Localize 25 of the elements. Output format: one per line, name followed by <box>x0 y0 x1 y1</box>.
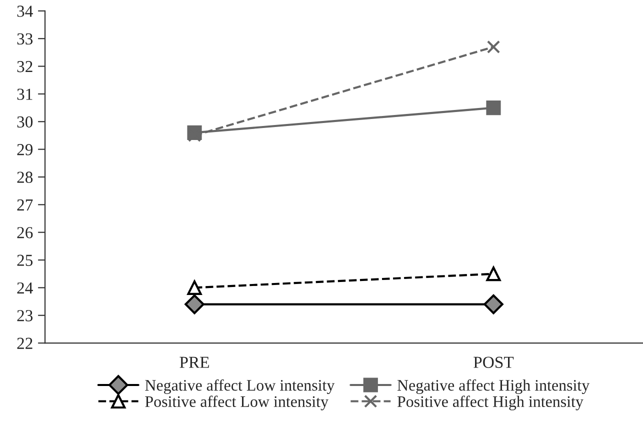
point <box>187 280 202 295</box>
y-tick-label: 22 <box>17 338 32 349</box>
legend-label: Negative affect High intensity <box>397 379 590 394</box>
y-tick-label: 30 <box>17 116 33 128</box>
y-tick-label: 32 <box>17 61 32 72</box>
legend-label: Negative affect Low intensity <box>145 379 335 394</box>
point <box>486 266 501 282</box>
x-tick-label: PRE <box>180 356 209 368</box>
y-tick-label: 26 <box>17 227 33 238</box>
x-tick-label: POST <box>474 356 514 368</box>
point <box>486 100 501 116</box>
y-tick-label: 25 <box>17 254 33 266</box>
y-tick-label: 28 <box>17 172 33 183</box>
point <box>486 40 500 54</box>
y-tick-label: 23 <box>17 310 33 322</box>
y-tick-label: 27 <box>17 199 33 210</box>
y-tick-label: 34 <box>17 6 33 17</box>
point <box>184 294 204 314</box>
legend-label: Positive affect Low intensity <box>145 396 328 410</box>
y-tick-label: 31 <box>17 88 32 100</box>
y-tick-label: 29 <box>17 144 33 156</box>
y-tick-label: 24 <box>17 282 33 294</box>
y-tick-label: 33 <box>17 33 33 45</box>
point <box>484 294 504 314</box>
legend-label: Positive affect High intensity <box>397 396 584 410</box>
